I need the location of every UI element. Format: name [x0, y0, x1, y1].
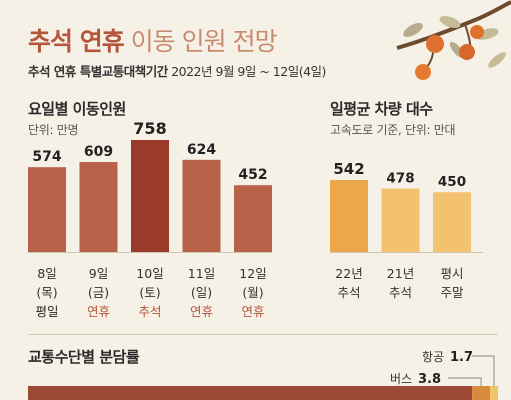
subtitle-period-label: 추석 연휴 특별교통대책기간: [28, 64, 168, 79]
chart3-leader-air: [472, 355, 495, 386]
chart2-title: 일평균 차량 대수: [330, 100, 433, 118]
branch-icon: [396, 0, 511, 50]
chart1-tick-kind: 연휴: [190, 304, 213, 319]
chart2-tick-line1: 21년: [387, 266, 414, 281]
leaf-icon: [488, 52, 506, 68]
persimmon-branch-illustration: [396, 0, 511, 80]
chart2-tick-line2: 추석: [337, 285, 360, 300]
chart1-value-label: 574: [32, 149, 61, 165]
chart1-tick-kind: 연휴: [241, 304, 264, 319]
chart1-tick-dow: (월): [242, 285, 263, 300]
chart2-tick-line1: 평시: [440, 266, 463, 281]
chart1-tick-date: 10일: [136, 266, 163, 281]
chart3-title: 교통수단별 분담률: [28, 348, 140, 366]
chart3-series-name-air: 항공: [422, 350, 444, 364]
chart3-value-label-air: 1.7: [450, 350, 473, 365]
chart3-segment-air: [490, 386, 498, 400]
persimmon-icon: [459, 44, 475, 60]
chart1-bar: [234, 185, 272, 252]
chart1-tick-kind: 평일: [35, 304, 58, 319]
chart1-tick-date: 12일: [239, 266, 266, 281]
chart2-tick-line2: 주말: [440, 285, 464, 300]
title-sub: 이동 인원 전망: [130, 27, 278, 56]
chart1-bar: [182, 159, 221, 252]
chart1-tick-dow: (토): [139, 285, 160, 300]
chart1-value-label: 452: [238, 167, 267, 183]
chart1-tick-kind: 추석: [138, 304, 161, 319]
chart3-value-label-bus: 3.8: [418, 372, 441, 387]
chart1-tick-date: 8일: [37, 266, 56, 281]
chart2-tick-line2: 추석: [389, 285, 412, 300]
chart1-title: 요일별 이동인원: [28, 100, 126, 118]
title-main: 추석 연휴: [28, 27, 125, 56]
chart1-tick-dow: (목): [36, 285, 57, 300]
chart2-tick-line1: 22년: [335, 266, 362, 281]
persimmon-icon: [415, 64, 431, 80]
chart1-bar: [131, 140, 169, 252]
chart2-bar: [381, 188, 420, 252]
chart2-value-label: 478: [386, 171, 414, 187]
page-title: 추석 연휴 이동 인원 전망: [28, 22, 278, 58]
chart1-bar: [28, 167, 66, 252]
chart3-series-name-bus: 버스: [390, 372, 412, 386]
chart1-tick-date: 11일: [188, 266, 215, 281]
leaf-icon: [439, 15, 461, 29]
chart1-value-label: 624: [187, 142, 216, 158]
chart1-tick-date: 9일: [89, 266, 108, 281]
chart1-bar: [79, 162, 118, 252]
chart2-value-label: 450: [438, 174, 466, 190]
persimmon-icon: [426, 35, 444, 53]
chart1-value-label: 609: [84, 144, 113, 160]
page-subtitle: 추석 연휴 특별교통대책기간 2022년 9월 9일 ~ 12일(4일): [28, 61, 326, 80]
subtitle-date-range: 2022년 9월 9일 ~ 12일(4일): [171, 64, 326, 79]
chart2-value-label: 542: [333, 160, 364, 178]
chart3-leader-bus: [448, 377, 482, 386]
leaf-icon: [403, 23, 423, 37]
chart1-value-label: 758: [133, 119, 166, 138]
chart1-tick-kind: 연휴: [87, 304, 110, 319]
chart1-unit: 단위: 만명: [28, 123, 79, 137]
persimmon-icon: [470, 25, 484, 39]
chart1-tick-dow: (금): [88, 285, 109, 300]
chart2-bar: [330, 180, 368, 252]
chart2-unit: 고속도로 기준, 단위: 만대: [330, 123, 456, 137]
chart2-bar: [433, 192, 471, 252]
chart1-tick-dow: (일): [191, 285, 212, 300]
chart3-segment-main: [28, 386, 473, 400]
chart3-segment-bus: [472, 386, 491, 400]
